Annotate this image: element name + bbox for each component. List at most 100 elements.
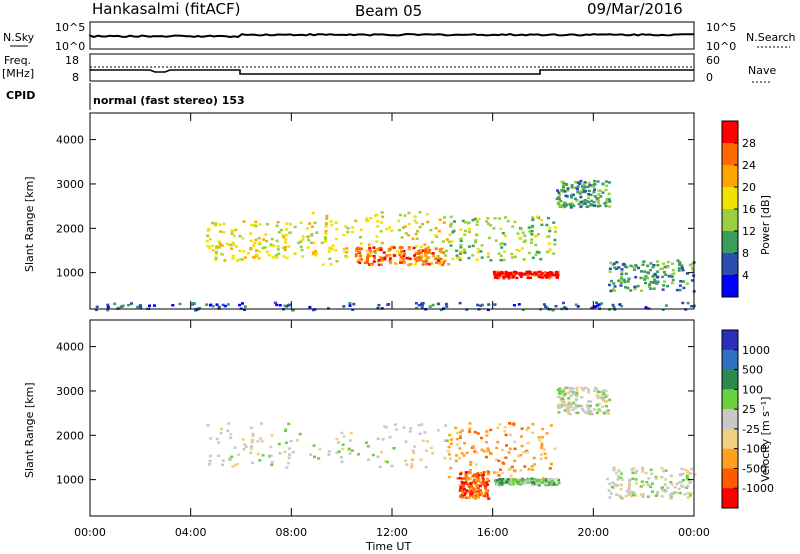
heatmap-cell (463, 221, 467, 224)
heatmap-cell (646, 276, 649, 280)
heatmap-cell (447, 445, 451, 449)
heatmap-cell (318, 447, 322, 451)
heatmap-cell (106, 308, 110, 312)
heatmap-cell (538, 275, 542, 279)
heatmap-cell (477, 217, 481, 221)
heatmap-cell (459, 243, 463, 247)
heatmap-cell (487, 236, 491, 240)
heatmap-cell (619, 281, 623, 284)
heatmap-cell (223, 259, 227, 262)
heatmap-cell (597, 189, 601, 192)
heatmap-cell (288, 453, 291, 456)
heatmap-cell (464, 471, 468, 474)
heatmap-cell (399, 259, 403, 262)
heatmap-cell (475, 233, 479, 237)
y-tick-label: 2000 (56, 222, 84, 235)
colorbar-tick-label: 12 (742, 225, 756, 238)
heatmap-cell (463, 251, 467, 254)
heatmap-cell (307, 238, 311, 242)
heatmap-cell (469, 463, 473, 466)
heatmap-cell (577, 202, 581, 206)
heatmap-cell (640, 480, 644, 483)
heatmap-cell (272, 244, 276, 247)
heatmap-cell (556, 189, 559, 192)
heatmap-cell (445, 305, 449, 308)
heatmap-cell (413, 219, 417, 222)
heatmap-cell (612, 468, 616, 472)
heatmap-cell (556, 276, 559, 279)
heatmap-cell (595, 393, 599, 397)
heatmap-cell (449, 224, 453, 227)
heatmap-cell (94, 308, 98, 312)
heatmap-cell (592, 190, 596, 194)
heatmap-cell (424, 258, 428, 262)
heatmap-cell (283, 248, 287, 252)
heatmap-cell (575, 386, 579, 390)
heatmap-cell (641, 468, 645, 471)
heatmap-cell (504, 216, 507, 219)
heatmap-cell (486, 255, 490, 259)
heatmap-cell (238, 234, 242, 238)
heatmap-cell (544, 305, 547, 308)
heatmap-cell (554, 226, 558, 229)
heatmap-cell (593, 204, 597, 207)
heatmap-cell (487, 497, 491, 500)
heatmap-cell (242, 447, 246, 451)
colorbar-tick-label: 25 (742, 403, 756, 416)
colorbar-swatch (722, 275, 738, 298)
heatmap-cell (520, 247, 524, 250)
heatmap-cell (330, 223, 334, 227)
colorbar-tick-label: -100 (742, 443, 767, 456)
heatmap-cell (581, 387, 585, 391)
heatmap-cell (421, 249, 425, 252)
heatmap-cell (244, 445, 248, 448)
heatmap-cell (549, 462, 553, 466)
heatmap-cell (632, 467, 636, 470)
heatmap-cell (297, 241, 301, 245)
heatmap-cell (346, 227, 350, 230)
heatmap-cell (418, 211, 422, 214)
freq-tick-top: 18 (65, 54, 79, 67)
heatmap-cell (218, 223, 222, 226)
heatmap-cell (571, 193, 575, 197)
heatmap-cell (254, 224, 258, 228)
heatmap-cell (320, 241, 324, 244)
heatmap-cell (469, 482, 473, 485)
heatmap-cell (209, 303, 213, 307)
heatmap-cell (468, 430, 472, 433)
heatmap-cell (523, 465, 527, 468)
heatmap-cell (666, 486, 670, 489)
heatmap-cell (511, 481, 515, 484)
heatmap-cell (605, 410, 609, 414)
heatmap-cell (677, 269, 681, 272)
heatmap-cell (437, 229, 441, 233)
heatmap-cell (539, 457, 543, 460)
heatmap-cell (502, 258, 506, 262)
heatmap-cell (569, 206, 573, 209)
heatmap-cell (641, 263, 645, 266)
heatmap-cell (649, 280, 653, 284)
heatmap-cell (252, 256, 256, 259)
heatmap-cell (437, 302, 441, 306)
heatmap-cell (652, 287, 656, 290)
heatmap-cell (251, 432, 255, 436)
heatmap-cell (512, 422, 516, 425)
colorbar-swatch (722, 349, 738, 371)
heatmap-cell (547, 242, 551, 245)
heatmap-cell (587, 409, 591, 413)
heatmap-cell (540, 276, 544, 279)
heatmap-cell (485, 477, 489, 481)
heatmap-cell (572, 204, 576, 208)
heatmap-cell (443, 216, 446, 219)
heatmap-cell (535, 273, 539, 276)
heatmap-cell (474, 484, 478, 487)
heatmap-cell (486, 472, 490, 476)
heatmap-cell (636, 284, 640, 288)
heatmap-cell (478, 484, 482, 488)
heatmap-cell (519, 469, 523, 472)
heatmap-cell (390, 245, 394, 249)
heatmap-cell (500, 272, 504, 275)
heatmap-cell (113, 302, 117, 306)
heatmap-cell (485, 430, 489, 433)
